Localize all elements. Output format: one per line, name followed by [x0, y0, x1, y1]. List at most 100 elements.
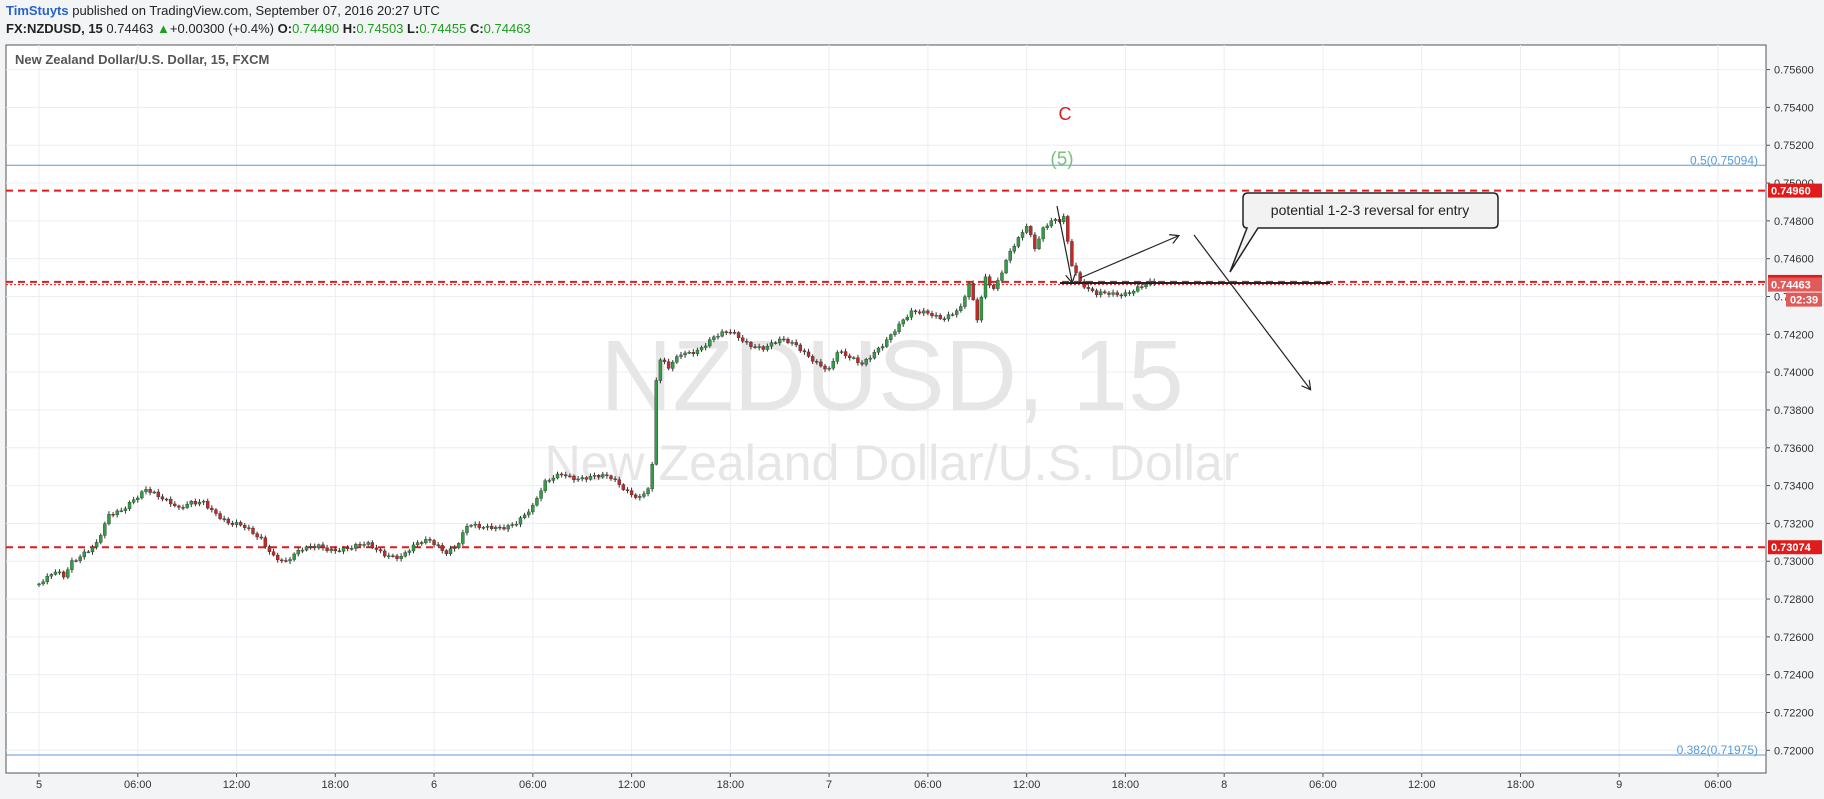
candle-body — [638, 496, 642, 498]
candle-body — [922, 310, 926, 314]
candle-body — [222, 518, 226, 520]
candle-body — [543, 480, 547, 491]
candle-body — [983, 276, 988, 298]
candle-body — [1029, 226, 1033, 236]
candle-body — [1061, 216, 1066, 222]
candle-body — [193, 501, 198, 505]
price-tick-label: 0.72200 — [1774, 707, 1814, 719]
candle-body — [650, 464, 654, 489]
candle-body — [617, 479, 621, 485]
candle-body — [531, 504, 535, 513]
candle-body — [856, 357, 860, 363]
change-arrow-icon: ▲ — [157, 21, 170, 36]
candle-body — [885, 339, 889, 347]
price-axis[interactable]: 0.756000.754000.752000.750000.748000.746… — [1766, 65, 1822, 758]
callout-box[interactable] — [1229, 192, 1499, 273]
candle-body — [148, 489, 152, 493]
candle-body — [1004, 260, 1008, 274]
target-arrow[interactable] — [1193, 234, 1310, 389]
high-value: 0.74503 — [356, 21, 404, 36]
candle-body — [263, 537, 268, 547]
plot-area[interactable] — [5, 44, 1767, 774]
candle-body — [522, 514, 527, 518]
retrace-arrow[interactable] — [1079, 236, 1178, 279]
candle-body — [601, 474, 605, 478]
candle-body — [880, 346, 885, 349]
candle-body — [1082, 281, 1086, 288]
candle-body — [683, 352, 687, 356]
candle-body — [917, 311, 922, 314]
candle-body — [210, 507, 214, 510]
time-tick-label: 8 — [1221, 779, 1227, 791]
drop-arrow[interactable] — [1056, 205, 1072, 282]
candle-body — [605, 474, 609, 476]
candle-body — [794, 342, 798, 346]
time-tick-label: 06:00 — [1309, 779, 1337, 791]
candle-body — [329, 548, 333, 551]
candle-body — [691, 352, 696, 354]
candle-body — [70, 560, 74, 570]
price-tick-label: 0.72800 — [1774, 594, 1814, 606]
candle-body — [514, 523, 519, 526]
candle-body — [580, 477, 584, 480]
candle-body — [494, 526, 498, 529]
candles — [37, 213, 1156, 587]
candle-body — [572, 475, 576, 481]
candle-body — [144, 489, 148, 492]
time-tick-label: 06:00 — [1704, 779, 1732, 791]
candle-body — [53, 571, 58, 575]
time-tick-label: 18:00 — [322, 779, 350, 791]
candle-body — [736, 332, 741, 339]
candle-body — [345, 547, 350, 550]
candle-body — [1090, 288, 1095, 291]
candle-body — [247, 527, 251, 529]
candle-body — [473, 523, 477, 526]
candle-body — [1123, 292, 1128, 296]
ohlc-line: FX:NZDUSD, 15 0.74463 ▲+0.00300 (+0.4%) … — [6, 21, 531, 36]
candle-body — [391, 555, 395, 557]
publish-line: TimStuyts published on TradingView.com, … — [6, 3, 440, 18]
candle-body — [1000, 272, 1004, 281]
candle-body — [703, 345, 708, 348]
candle-body — [461, 532, 465, 544]
change-value: +0.00300 (+0.4%) — [169, 21, 274, 36]
time-axis[interactable]: 5 06:00 12:00 18:00 6 06:00 12:00 18:00 7 06:00 12… — [36, 773, 1732, 791]
candle-body — [374, 547, 379, 550]
candle-body — [996, 280, 1000, 289]
last-price-badge — [1768, 277, 1822, 292]
candle-body — [732, 332, 737, 334]
candle-body — [350, 548, 354, 550]
candle-body — [1037, 238, 1041, 249]
last-price: 0.74463 — [106, 21, 154, 36]
candle-body — [214, 509, 218, 514]
candle-body — [860, 362, 864, 365]
candle-body — [1140, 286, 1144, 288]
fib-level-label: 0.382(0.71975) — [1677, 743, 1758, 757]
candle-body — [901, 319, 905, 325]
candle-body — [82, 551, 86, 558]
candle-body — [341, 547, 346, 552]
candle-body — [465, 526, 469, 533]
candle-body — [551, 477, 556, 481]
candle-body — [675, 356, 679, 363]
price-tick-label: 0.73200 — [1774, 518, 1814, 530]
candle-body — [415, 542, 420, 546]
candle-body — [864, 359, 868, 365]
candle-body — [843, 351, 848, 357]
time-tick-label: 12:00 — [618, 779, 646, 791]
candle-body — [1066, 216, 1070, 242]
drawings[interactable]: C (5) potential 1-2-3 reversal for entry — [1050, 104, 1499, 389]
candle-body — [967, 283, 971, 298]
price-label-badge-text: 0.73074 — [1771, 542, 1812, 554]
candle-body — [1020, 232, 1025, 238]
price-tick-label: 0.73400 — [1774, 481, 1814, 493]
price-tick-label: 0.75400 — [1774, 102, 1814, 114]
candle-body — [876, 347, 881, 353]
candle-body — [646, 488, 650, 495]
author-link[interactable]: TimStuyts — [6, 3, 69, 18]
candle-body — [720, 331, 724, 337]
candle-body — [699, 347, 704, 351]
candle-body — [168, 499, 173, 505]
candle-body — [671, 361, 675, 369]
